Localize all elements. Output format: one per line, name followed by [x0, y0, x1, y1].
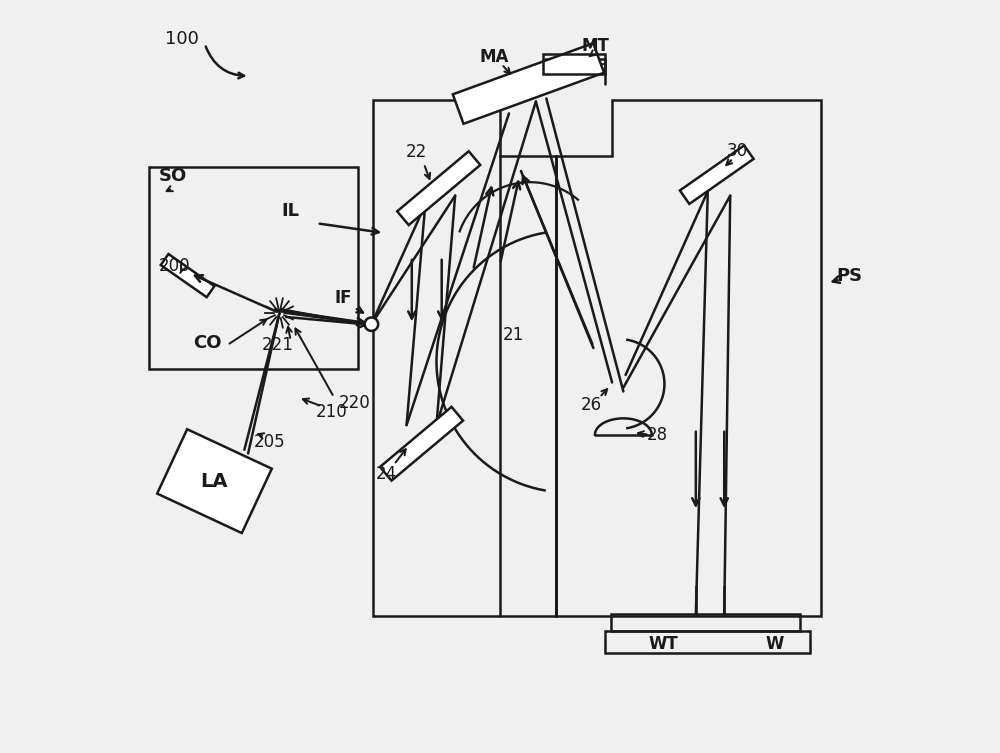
Bar	[397, 151, 480, 225]
Bar	[453, 43, 604, 123]
Bar	[680, 145, 754, 204]
Text: LA: LA	[201, 471, 228, 491]
Text: 205: 205	[254, 433, 286, 451]
Circle shape	[365, 318, 378, 331]
Text: 220: 220	[338, 394, 370, 412]
Text: SO: SO	[158, 167, 187, 185]
Text: 26: 26	[581, 396, 602, 414]
Text: 21: 21	[503, 326, 524, 344]
Text: W: W	[766, 635, 784, 653]
Text: PS: PS	[837, 267, 863, 285]
Text: 221: 221	[261, 336, 293, 354]
Bar	[380, 407, 463, 480]
Text: MT: MT	[582, 37, 610, 55]
Text: IL: IL	[282, 202, 300, 220]
Text: 22: 22	[406, 143, 427, 161]
Text: 200: 200	[159, 257, 191, 275]
Text: 30: 30	[727, 142, 748, 160]
Text: 28: 28	[646, 425, 668, 444]
Text: 24: 24	[376, 465, 397, 483]
Bar	[157, 429, 272, 533]
Text: CO: CO	[193, 334, 221, 352]
Text: WT: WT	[648, 635, 678, 653]
Text: 100: 100	[165, 29, 199, 47]
Bar	[161, 254, 214, 297]
Text: IF: IF	[334, 289, 352, 307]
Text: 210: 210	[316, 404, 348, 422]
Text: MA: MA	[479, 47, 509, 66]
